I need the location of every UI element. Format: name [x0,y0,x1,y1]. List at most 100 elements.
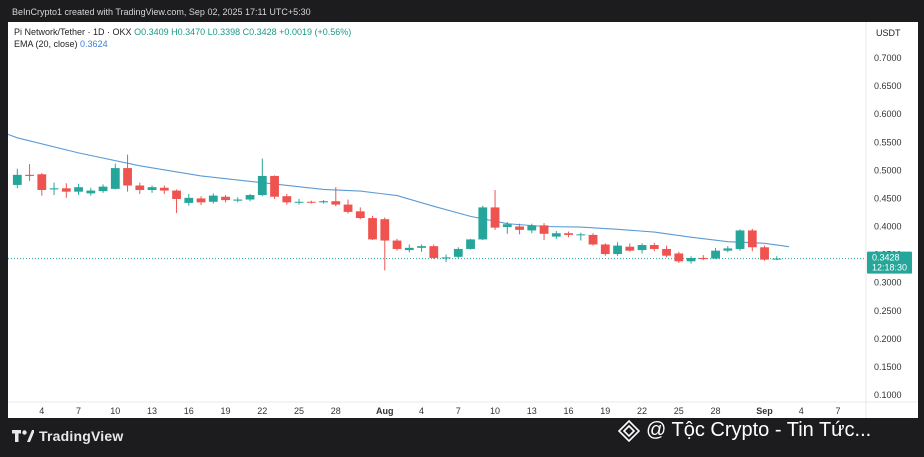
candles[interactable] [12,154,782,271]
candle-body [12,174,22,185]
candle[interactable] [221,195,230,203]
candle-body [686,257,696,262]
candle[interactable] [564,231,573,238]
candle-body [98,186,108,192]
candle[interactable] [25,164,34,182]
chart-panel[interactable] [8,22,918,418]
candle[interactable] [662,245,671,258]
candle[interactable] [404,244,414,253]
candle[interactable] [600,243,610,256]
candle[interactable] [613,242,622,256]
candle[interactable] [12,168,22,189]
candle[interactable] [74,183,83,196]
candle[interactable] [233,197,243,203]
candle[interactable] [490,189,500,230]
candle[interactable] [453,247,463,258]
candle[interactable] [184,193,194,206]
candle[interactable] [539,223,549,240]
time-tick-label: 25 [294,406,304,416]
candle[interactable] [172,189,181,214]
candle[interactable] [502,222,512,234]
candle-body [662,248,671,256]
time-tick-label: Aug [376,406,394,416]
candle[interactable] [711,247,720,260]
candle[interactable] [294,198,304,205]
candle[interactable] [674,251,684,264]
price-tick-label: 0.6500 [874,81,902,91]
candle[interactable] [392,238,402,251]
time-axis[interactable]: 4 7 10 13 16 19 22 25 28 Aug 4 7 10 13 16 19 22 25 28 Sep 4 7 [39,406,840,416]
time-tick-label: 4 [419,406,424,416]
candle[interactable] [515,223,524,235]
candle[interactable] [49,182,59,196]
candle[interactable] [319,200,328,204]
candle[interactable] [441,254,451,262]
candle-body [711,250,720,259]
candle[interactable] [208,193,218,204]
time-tick-label: 13 [527,406,537,416]
candle-body [319,201,328,203]
time-tick-label: 16 [184,406,194,416]
candle-body [355,211,365,219]
candle[interactable] [417,244,426,252]
candle[interactable] [61,183,71,198]
candle-body [674,253,684,262]
candle[interactable] [110,163,120,190]
ema-value: 0.3624 [80,39,108,49]
candle-body [184,197,194,203]
candle[interactable] [466,238,475,250]
candle-body [147,187,157,190]
candle[interactable] [368,215,377,240]
candle[interactable] [331,187,341,207]
symbol-title[interactable]: Pi Network/Tether · 1D · OKX [14,27,132,37]
candle[interactable] [747,228,757,252]
symbol-legend[interactable]: Pi Network/Tether · 1D · OKX O0.3409 H0.… [14,27,351,37]
ema-legend[interactable]: EMA (20, close) 0.3624 [14,39,108,49]
candle[interactable] [772,256,782,261]
candle[interactable] [478,205,488,240]
time-tick-label: 4 [39,406,44,416]
candle[interactable] [723,246,733,253]
candle[interactable] [429,244,439,260]
last-price-value: 0.3428 [872,253,900,263]
candle[interactable] [735,229,745,251]
candle[interactable] [306,200,316,204]
candle[interactable] [282,193,292,205]
candle[interactable] [649,242,659,252]
candle[interactable] [86,187,96,196]
candle[interactable] [245,193,255,202]
candle[interactable] [135,182,145,194]
candle[interactable] [380,217,390,271]
candle[interactable] [37,173,47,196]
candle[interactable] [588,233,598,246]
candle[interactable] [355,207,365,220]
candle[interactable] [147,185,157,193]
candle[interactable] [625,243,635,252]
candle[interactable] [343,199,353,214]
candle[interactable] [98,184,108,193]
candle[interactable] [257,158,267,197]
candle[interactable] [760,245,769,261]
candle[interactable] [637,243,647,254]
candle[interactable] [270,175,279,199]
candle-body [600,244,610,255]
candle-body [453,248,463,257]
candle-body [502,224,512,228]
price-axis[interactable]: 0.10000.15000.20000.25000.30000.35000.40… [874,53,902,400]
tradingview-logo-icon [12,430,34,442]
candle[interactable] [576,232,586,241]
ema-label[interactable]: EMA (20, close) [14,39,78,49]
candle[interactable] [686,256,696,264]
candle[interactable] [551,230,561,239]
candle-body [25,174,34,176]
candle[interactable] [527,223,537,234]
tradingview-logo[interactable]: TradingView [12,428,123,444]
ema-line[interactable] [7,133,790,248]
candle[interactable] [159,185,169,194]
candle[interactable] [698,255,708,261]
candle[interactable] [196,196,206,206]
candle[interactable] [123,154,132,192]
time-tick-label: 28 [331,406,341,416]
